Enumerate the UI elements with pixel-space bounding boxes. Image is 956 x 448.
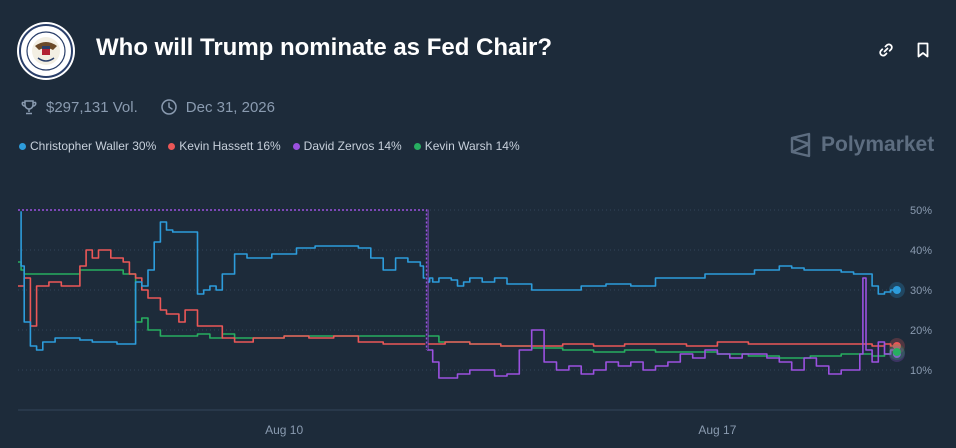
bookmark-icon[interactable]: [914, 41, 932, 59]
legend-item-hassett: Kevin Hassett 16%: [168, 139, 281, 153]
y-tick-label: 20%: [910, 325, 932, 337]
price-history-chart: 50% 40% 30% 20% 10% Aug 10 Aug 17: [18, 205, 932, 437]
legend-dot: [168, 142, 176, 150]
trophy-icon: [21, 100, 37, 115]
y-tick-label: 40%: [910, 245, 932, 257]
link-icon[interactable]: [877, 41, 895, 59]
series-end-markers: [888, 282, 905, 362]
y-tick-label: 30%: [910, 285, 932, 297]
y-tick-label: 50%: [910, 205, 932, 217]
y-axis-ticks: 50% 40% 30% 20% 10%: [910, 205, 932, 377]
page-title: Who will Trump nominate as Fed Chair?: [96, 34, 553, 61]
x-tick-label: Aug 10: [265, 423, 303, 437]
chart-series: [18, 208, 898, 379]
polymarket-brand: Polymarket: [789, 132, 934, 158]
series-line-christopher-waller: [18, 209, 897, 351]
federal-reserve-seal-icon: [19, 24, 73, 78]
x-axis-ticks: Aug 10 Aug 17: [265, 423, 737, 437]
legend-dot: [413, 142, 421, 150]
federal-reserve-seal-logo: [17, 22, 75, 80]
y-tick-label: 10%: [910, 365, 932, 377]
legend-dot: [19, 142, 26, 150]
legend-label: Kevin Hassett 16%: [179, 139, 281, 153]
x-tick-label: Aug 17: [698, 423, 736, 437]
series-line-kevin-hassett: [18, 249, 897, 347]
end-marker-dot: [892, 342, 901, 350]
volume-text: $297,131 Vol.: [46, 98, 138, 116]
market-meta: $297,131 Vol. Dec 31, 2026: [20, 98, 275, 116]
chart-legend: Christopher Waller 30% Kevin Hassett 16%…: [19, 139, 532, 153]
legend-item-waller: Christopher Waller 30%: [19, 139, 156, 153]
legend-item-warsh: Kevin Warsh 14%: [413, 139, 520, 153]
series-line-david-zervos: [18, 209, 898, 379]
chart-grid: [18, 209, 900, 411]
clock-icon: [161, 99, 177, 115]
end-date-text: Dec 31, 2026: [185, 98, 275, 116]
end-marker-dot: [892, 286, 901, 294]
legend-label: Kevin Warsh 14%: [424, 139, 520, 153]
series-line-kevin-warsh: [18, 261, 898, 359]
end-marker-dot: [892, 348, 901, 356]
legend-dot: [292, 142, 300, 150]
legend-label: David Zervos 14%: [303, 139, 402, 153]
polymarket-logo-icon: [790, 132, 811, 158]
legend-label: Christopher Waller 30%: [30, 139, 157, 153]
series-line-david-zervos-dotted: [18, 209, 428, 350]
legend-item-zervos: David Zervos 14%: [292, 139, 402, 153]
brand-name: Polymarket: [821, 133, 935, 156]
